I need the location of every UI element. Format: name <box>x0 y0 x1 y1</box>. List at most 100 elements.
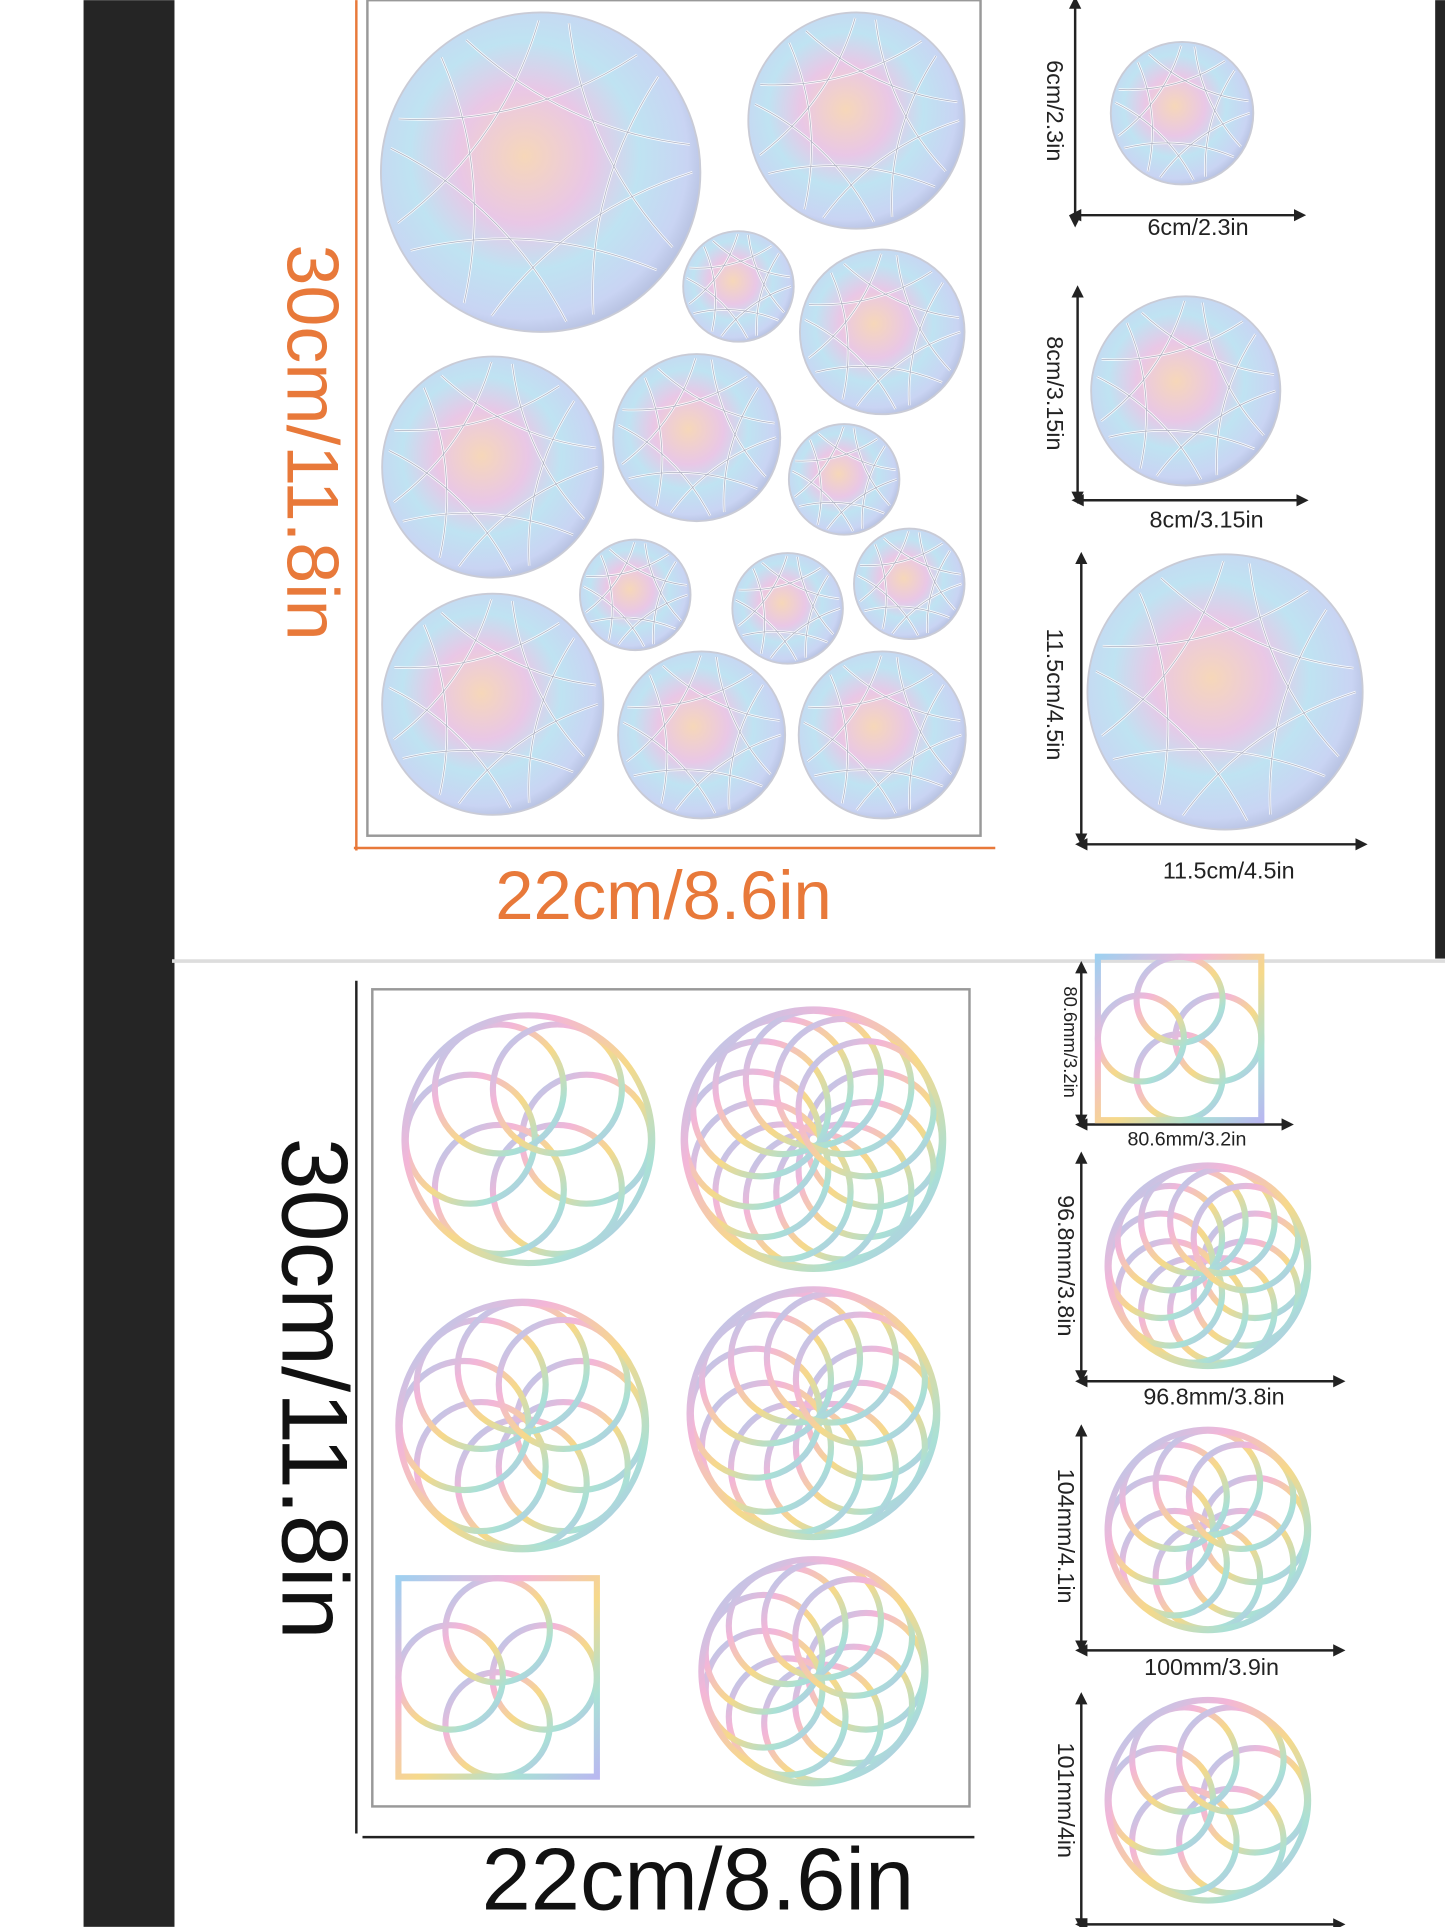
circle-sticker <box>797 650 967 820</box>
mandala-ring <box>792 1379 928 1515</box>
mandala-frame <box>1104 1426 1312 1634</box>
sticker-fill <box>797 650 967 820</box>
mandala-sticker <box>686 1286 941 1541</box>
mandala-sticker <box>401 1012 656 1267</box>
mandala-ring <box>725 1564 849 1688</box>
mandala-ring <box>495 1316 631 1453</box>
dimension-arrows <box>1069 0 1368 1927</box>
size-height-label: 104mm/4.1in <box>1053 1469 1079 1604</box>
mandala-frame <box>698 1556 929 1787</box>
sticker-pattern <box>390 20 693 322</box>
size-height-label: 8cm/3.15in <box>1042 336 1068 450</box>
sticker-fill <box>381 592 605 816</box>
size-width-label: 11.5cm/4.5in <box>1163 858 1295 884</box>
mandala-ring <box>1129 1704 1240 1815</box>
mandala-ring <box>1176 1704 1287 1815</box>
sticker-fill <box>798 248 966 416</box>
sticker-pattern <box>1115 45 1250 181</box>
sticker-fill <box>1090 295 1282 487</box>
sticker-fill <box>1086 553 1364 831</box>
sticker-fill <box>747 11 966 230</box>
mandala-ring <box>1176 1785 1287 1897</box>
mandala-ring <box>1114 1182 1226 1294</box>
mandala-ring <box>1185 1441 1297 1553</box>
sticker-pattern <box>686 233 792 339</box>
circle-sticker <box>747 11 966 230</box>
sticker-pattern <box>857 531 962 636</box>
circle-sticker <box>579 538 692 652</box>
sticker-pattern <box>623 655 782 814</box>
mandala-ring <box>698 1311 835 1447</box>
mandala-ring <box>792 1576 916 1699</box>
size-height-label: 6cm/2.3in <box>1042 60 1068 161</box>
mandala-frame <box>1104 1696 1312 1904</box>
sheet-height-label: 30cm/11.8in <box>263 1138 368 1640</box>
sticker-fill <box>853 527 966 641</box>
mandala-ring <box>489 1021 625 1157</box>
sticker-pattern <box>388 361 598 571</box>
size-height-label: 101mm/4in <box>1053 1743 1079 1858</box>
mandala-sticker <box>1104 1162 1312 1370</box>
mandala-ring <box>792 1311 928 1447</box>
sheet-outline <box>371 988 971 1808</box>
mandala-frame <box>395 1575 600 1780</box>
mandala-ring <box>489 1121 625 1258</box>
circle-sticker <box>682 230 795 343</box>
mandala-ring <box>1190 1182 1302 1294</box>
sticker-fill <box>1109 41 1255 186</box>
circle-stickers <box>379 11 1364 831</box>
mandala-ring <box>773 1015 915 1158</box>
sticker-fill <box>617 650 787 820</box>
sticker-pattern <box>803 655 962 814</box>
circle-sticker <box>381 355 605 579</box>
circle-sticker <box>798 248 966 416</box>
mandala-sticker <box>1104 1426 1312 1634</box>
mandala-ring <box>795 1038 937 1180</box>
mandala-ring <box>1190 1238 1302 1349</box>
size-height-label: 11.5cm/4.5in <box>1042 628 1068 760</box>
size-width-label: 8cm/3.15in <box>1150 506 1264 532</box>
mandala-ring <box>725 1655 849 1779</box>
mandala-ring <box>795 1098 937 1241</box>
sheet-width-label: 22cm/8.6in <box>495 857 832 934</box>
dark-edge <box>1435 0 1445 959</box>
sticker-pattern <box>754 17 960 222</box>
mandala-ring <box>431 1021 567 1157</box>
mandala-sticker <box>698 1556 929 1787</box>
size-width-label: 100mm/3.9in <box>1144 1654 1279 1680</box>
sticker-pattern <box>804 253 961 410</box>
mandala-sticker <box>395 1575 600 1780</box>
sticker-pattern <box>1096 300 1276 480</box>
mandala-frame <box>395 1298 650 1553</box>
mandala-frame <box>401 1012 656 1267</box>
circle-sticker <box>1086 553 1364 831</box>
dark-strip <box>83 0 175 1927</box>
mandala-ring <box>712 1121 854 1263</box>
size-height-label: 96.8mm/3.8in <box>1053 1195 1079 1336</box>
circle-sticker <box>379 11 702 333</box>
sticker-fill <box>381 355 605 579</box>
circle-sticker <box>1109 41 1255 186</box>
size-height-label: 80.6mm/3.2in <box>1060 986 1081 1098</box>
mandala-sticker <box>1094 953 1265 1124</box>
sticker-pattern <box>388 599 598 808</box>
size-width-label: 96.8mm/3.8in <box>1143 1384 1284 1410</box>
mandala-sticker <box>680 1006 947 1273</box>
mandala-frame <box>680 1006 947 1273</box>
sticker-pattern <box>583 542 688 647</box>
mandala-frame <box>1104 1162 1312 1370</box>
mandala-sticker <box>1104 1696 1312 1904</box>
mandala-stickers <box>395 953 1312 1904</box>
circle-sticker <box>617 650 787 820</box>
sticker-pattern <box>735 555 841 661</box>
mandala-ring <box>690 1038 832 1180</box>
sticker-pattern <box>792 426 897 532</box>
sticker-fill <box>379 11 702 333</box>
sheet-width-label: 22cm/8.6in <box>482 1830 915 1927</box>
circle-sticker <box>612 353 782 523</box>
sticker-fill <box>787 423 901 536</box>
sticker-pattern <box>1095 561 1356 821</box>
circle-sticker <box>381 592 605 816</box>
